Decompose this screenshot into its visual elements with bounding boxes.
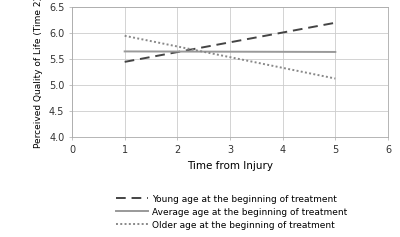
Young age at the beginning of treatment	[333, 21, 338, 24]
Legend: Young age at the beginning of treatment, Average age at the beginning of treatme: Young age at the beginning of treatment,…	[114, 192, 350, 232]
Older age at the beginning of treatment	[122, 34, 127, 37]
Young age at the beginning of treatment	[122, 60, 127, 63]
Average age at the beginning of treatment	[122, 50, 127, 53]
Average age at the beginning of treatment	[333, 50, 338, 53]
X-axis label: Time from Injury: Time from Injury	[187, 161, 273, 171]
Line: Young age at the beginning of treatment: Young age at the beginning of treatment	[125, 23, 335, 62]
Older age at the beginning of treatment	[333, 77, 338, 80]
Line: Average age at the beginning of treatment: Average age at the beginning of treatmen…	[125, 51, 335, 52]
Line: Older age at the beginning of treatment: Older age at the beginning of treatment	[125, 36, 335, 78]
Y-axis label: Perceived Quality of Life (Time 2): Perceived Quality of Life (Time 2)	[34, 0, 43, 148]
